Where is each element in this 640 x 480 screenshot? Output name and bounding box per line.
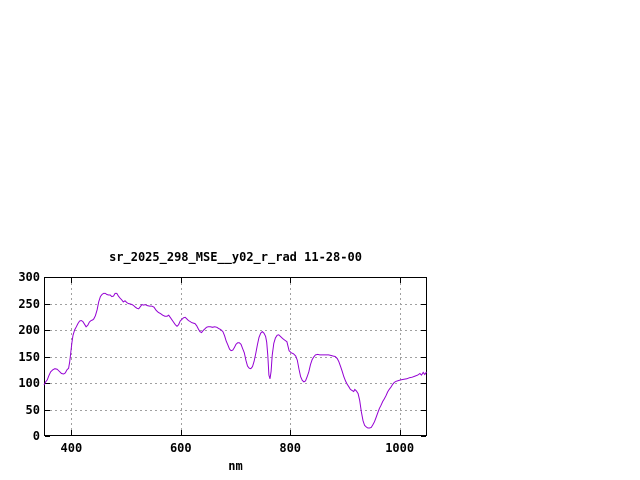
x-tick-label: 1000 [385, 441, 415, 455]
y-tick-label: 100 [18, 376, 40, 390]
x-tick-label: 400 [60, 441, 83, 455]
plot-area [43, 277, 427, 437]
y-tick-label: 300 [18, 270, 40, 284]
x-tick-label: 600 [169, 441, 192, 455]
plot-border [44, 277, 427, 436]
y-tick-label: 150 [18, 349, 40, 364]
y-tick-label: 200 [18, 323, 40, 337]
x-axis-label: nm [228, 459, 243, 473]
spectrum-curve [43, 292, 427, 429]
x-tick-label: 800 [279, 441, 302, 455]
y-tick-label: 50 [25, 402, 40, 417]
chart-title: sr_2025_298_MSE__y02_r_rad 11-28-00 [109, 250, 362, 264]
y-tick-label: 250 [18, 296, 40, 311]
y-tick-label: 0 [32, 429, 40, 443]
